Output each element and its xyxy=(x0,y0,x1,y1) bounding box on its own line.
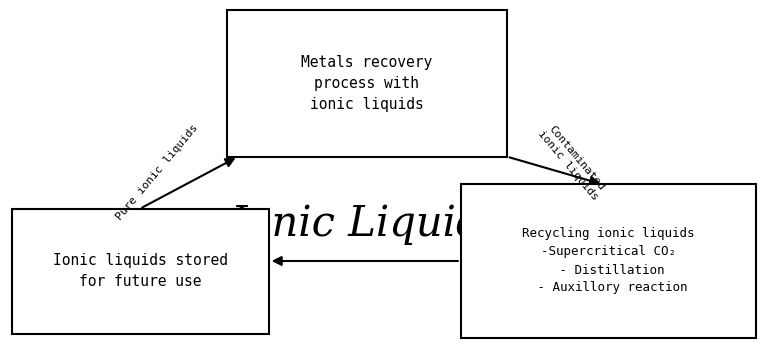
Bar xyxy=(12,209,269,334)
Text: Recycling ionic liquids
-Supercritical CO₂
 - Distillation
 - Auxillory reaction: Recycling ionic liquids -Supercritical C… xyxy=(522,228,695,294)
Bar xyxy=(461,184,756,338)
Text: Metals recovery
process with
ionic liquids: Metals recovery process with ionic liqui… xyxy=(301,55,432,112)
Text: Pure ionic liquids: Pure ionic liquids xyxy=(114,122,200,222)
Bar xyxy=(227,10,507,157)
Text: Ionic Liquid: Ionic Liquid xyxy=(231,204,483,245)
Text: Contaminated
ionic liquids: Contaminated ionic liquids xyxy=(536,121,608,203)
Text: Ionic liquids stored
for future use: Ionic liquids stored for future use xyxy=(53,253,227,290)
